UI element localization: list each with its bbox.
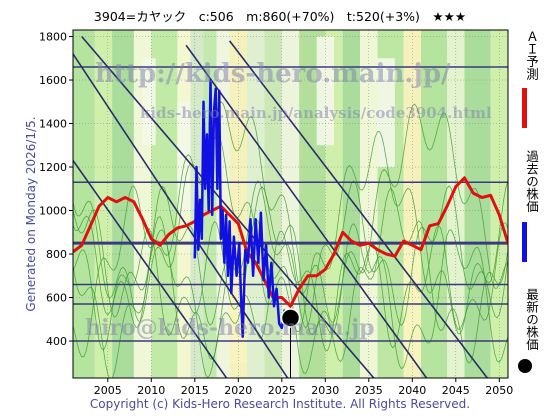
x-tick-label: 2020 [224,384,252,397]
legend-ai-forecast-swatch [522,88,527,128]
y-tick-label: 400 [46,335,67,348]
legend-latest-price-label: 最新の株価 [524,288,539,351]
legend-past-price-swatch [522,222,527,262]
x-tick-label: 2050 [485,384,513,397]
legend-latest-price-marker [518,359,532,373]
watermark-text: kids-hero.main.jp/analysis/code3904.html [140,104,492,122]
model-line [73,101,508,324]
generated-date-label: Generated on Monday 2026/1/5. [24,116,38,312]
forecast-band [377,58,395,168]
chart-title: 3904=カヤック c:506 m:860(+70%) t:520(+3%) ★… [93,9,467,24]
latest-price-point [280,308,301,328]
model-line [73,220,508,352]
y-tick-label: 1200 [39,161,67,174]
forecast-band [112,30,134,378]
x-tick-label: 2015 [181,384,209,397]
trend-line-diagonal [185,44,428,378]
y-tick-label: 1800 [39,31,67,44]
y-tick-label: 1400 [39,118,67,131]
watermark-text: http://kids-hero.main.jp/ [95,59,451,89]
watermark-text: hiro@kids-hero.main.jp [85,315,375,341]
y-tick-label: 1600 [39,74,67,87]
forecast-band [281,30,300,378]
model-line [73,180,508,329]
trend-line-diagonal [81,36,375,378]
y-tick-label: 600 [46,292,67,305]
past-price-line [193,78,292,338]
ai-forecast-line [73,176,508,308]
y-tick-label: 1000 [39,205,67,218]
trend-line-diagonal [73,160,228,378]
x-tick-label: 2040 [398,384,426,397]
x-tick-label: 2035 [355,384,383,397]
x-tick-label: 2030 [311,384,339,397]
plot-area: http://kids-hero.main.jp/kids-hero.main.… [73,30,508,378]
legend-past-price-label: 過去の株価 [524,150,539,213]
plot-frame [72,29,509,379]
x-tick-label: 2025 [268,384,296,397]
x-tick-label: 2005 [94,384,122,397]
trend-line-diagonal [73,53,289,378]
trend-line-diagonal [228,40,489,378]
model-line [73,185,508,364]
forecast-band [464,30,491,378]
legend-ai-forecast-label: ＡＩ予測 [524,30,539,80]
forecast-band [342,30,361,378]
copyright-footer: Copyright (c) Kids-Hero Research Institu… [89,397,471,411]
x-tick-label: 2010 [137,384,165,397]
y-tick-label: 800 [46,248,67,261]
x-tick-label: 2045 [442,384,470,397]
